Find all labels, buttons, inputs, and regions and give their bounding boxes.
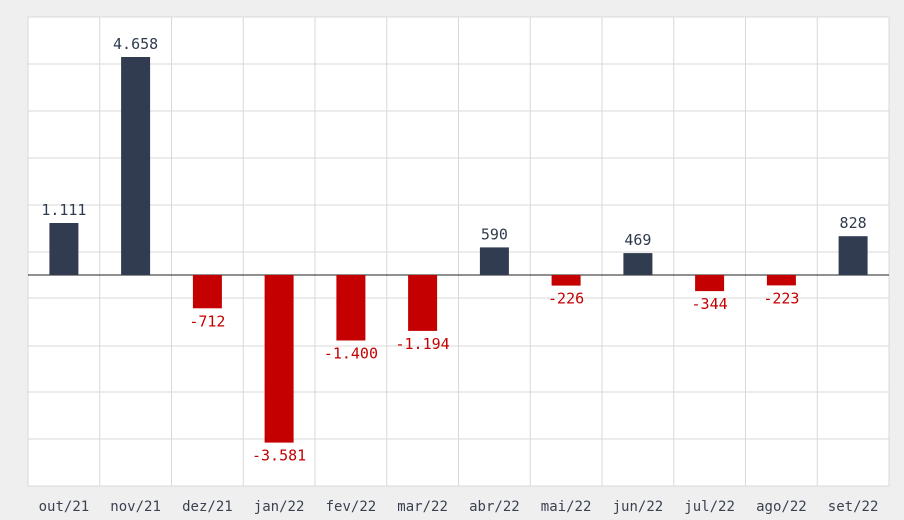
bar-mai-22[interactable]: [551, 275, 581, 286]
bar-fev-22[interactable]: [336, 275, 366, 341]
x-tick-label-mar-22: mar/22: [397, 499, 448, 515]
bar-dez-21[interactable]: [192, 275, 222, 309]
data-label-nov-21: 4.658: [113, 35, 158, 53]
data-label-jun-22: 469: [624, 231, 651, 249]
x-tick-label-ago-22: ago/22: [756, 499, 807, 515]
data-label-set-22: 828: [840, 214, 867, 232]
data-label-mai-22: -226: [548, 290, 584, 308]
x-tick-label-set-22: set/22: [828, 499, 879, 515]
data-label-mar-22: -1.194: [396, 335, 450, 353]
x-tick-label-out-21: out/21: [39, 499, 90, 515]
x-tick-label-fev-22: fev/22: [326, 499, 377, 515]
bar-jun-22[interactable]: [623, 253, 653, 275]
bar-out-21[interactable]: [49, 223, 79, 275]
data-label-fev-22: -1.400: [324, 345, 378, 363]
x-tick-label-jun-22: jun/22: [613, 499, 664, 515]
data-label-jan-22: -3.581: [252, 447, 306, 465]
x-tick-label-abr-22: abr/22: [469, 499, 520, 515]
x-tick-label-mai-22: mai/22: [541, 499, 592, 515]
bar-abr-22[interactable]: [479, 247, 509, 275]
data-label-out-21: 1.111: [41, 201, 86, 219]
bar-jul-22[interactable]: [695, 275, 725, 292]
data-label-dez-21: -712: [189, 312, 225, 330]
x-tick-label-jan-22: jan/22: [254, 499, 305, 515]
data-label-ago-22: -223: [763, 289, 799, 307]
x-tick-label-nov-21: nov/21: [110, 499, 161, 515]
bar-set-22[interactable]: [838, 236, 868, 275]
data-label-jul-22: -344: [692, 295, 728, 313]
bar-ago-22[interactable]: [766, 275, 796, 286]
bar-nov-21[interactable]: [121, 57, 151, 275]
x-tick-label-dez-21: dez/21: [182, 499, 233, 515]
x-tick-label-jul-22: jul/22: [684, 499, 735, 515]
bar-jan-22[interactable]: [264, 275, 294, 443]
bar-mar-22[interactable]: [408, 275, 438, 331]
data-label-abr-22: 590: [481, 225, 508, 243]
